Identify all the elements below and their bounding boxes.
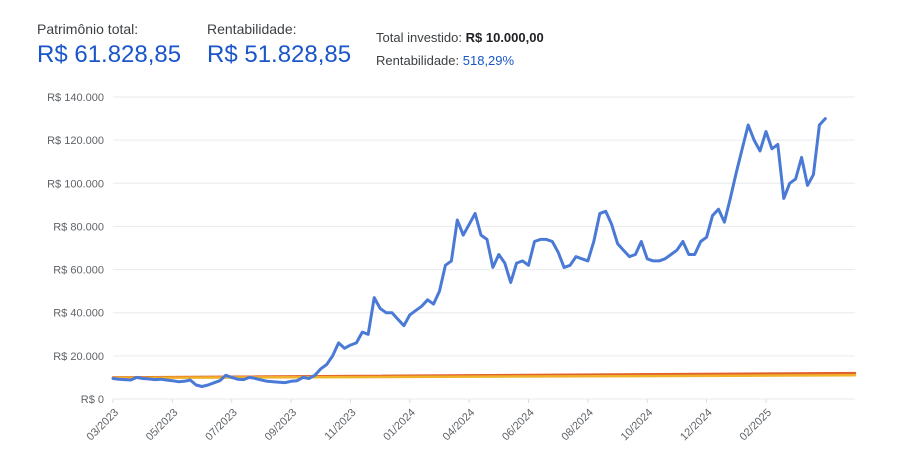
return-pct-row: Rentabilidade: 518,29% [376, 49, 544, 72]
x-tick-label: 02/2025 [737, 407, 774, 444]
invested-row: Total investido: R$ 10.000,00 [376, 26, 544, 49]
profit-label: Rentabilidade: [207, 21, 297, 37]
total-assets-stat: Patrimônio total: R$ 61.828,85 [37, 20, 181, 69]
return-pct-value: 518,29% [462, 53, 515, 68]
total-assets-label: Patrimônio total: [37, 21, 139, 37]
x-tick-label: 10/2024 [619, 407, 656, 444]
return-pct-label: Rentabilidade: [376, 53, 460, 68]
summary-panel: Patrimônio total: R$ 61.828,85 Rentabili… [0, 0, 910, 80]
x-tick-label: 04/2024 [441, 407, 478, 444]
x-tick-label: 08/2024 [559, 407, 596, 444]
portfolio-line [111, 117, 827, 388]
y-tick-label: R$ 20.000 [53, 351, 104, 363]
x-tick-label: 05/2023 [144, 407, 181, 444]
x-tick-label: 06/2024 [500, 407, 537, 444]
y-tick-label: R$ 140.000 [47, 92, 104, 104]
x-tick-label: 01/2024 [381, 407, 418, 444]
y-tick-label: R$ 40.000 [53, 308, 104, 320]
x-tick-label: 09/2023 [263, 407, 300, 444]
x-tick-label: 11/2023 [323, 407, 359, 443]
y-tick-label: R$ 120.000 [47, 135, 104, 147]
invested-value: R$ 10.000,00 [465, 30, 544, 45]
x-tick-label: 03/2023 [85, 407, 122, 444]
y-tick-label: R$ 0 [81, 394, 104, 406]
total-assets-value: R$ 61.828,85 [37, 41, 182, 68]
profit-value: R$ 51.828,85 [207, 41, 352, 68]
y-tick-label: R$ 100.000 [47, 178, 104, 190]
x-tick-label: 12/2024 [678, 407, 715, 444]
invested-summary: Total investido: R$ 10.000,00 Rentabilid… [376, 26, 544, 72]
invested-label: Total investido: [376, 30, 462, 45]
y-tick-label: R$ 60.000 [53, 265, 104, 277]
x-tick-label: 07/2023 [203, 407, 240, 444]
y-tick-label: R$ 80.000 [53, 221, 104, 233]
profit-stat: Rentabilidade: R$ 51.828,85 [207, 20, 351, 69]
